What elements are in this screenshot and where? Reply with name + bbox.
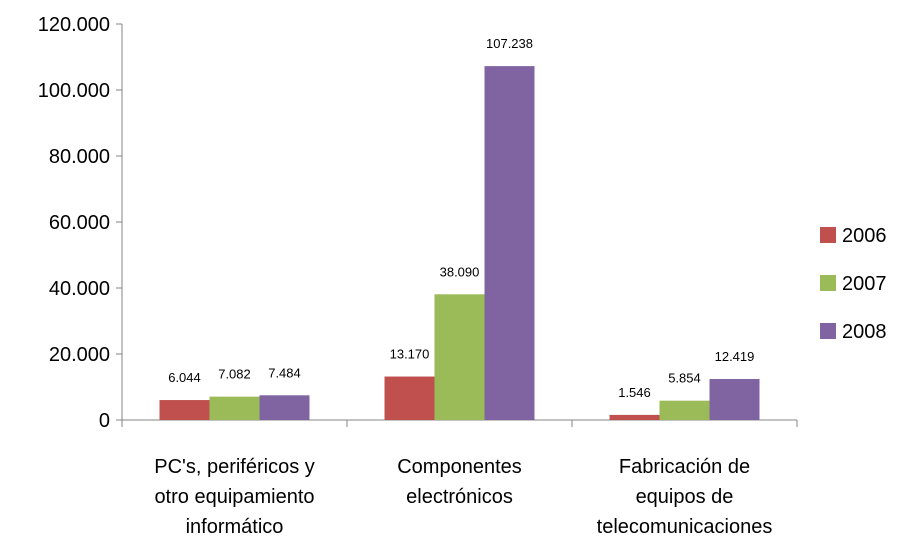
legend-label: 2007 bbox=[842, 273, 887, 295]
bar-2006 bbox=[609, 414, 660, 420]
bar-2008 bbox=[484, 66, 535, 421]
legend-label: 2006 bbox=[842, 225, 887, 247]
data-labels-layer: 6.044 7.082 7.484 13.170 38.090 107.238 1.546 5… bbox=[168, 36, 754, 400]
bars-layer bbox=[159, 66, 760, 421]
data-label: 6.044 bbox=[168, 370, 201, 385]
legend: 2006 2007 2008 bbox=[820, 225, 887, 343]
data-label: 107.238 bbox=[486, 36, 533, 51]
bar-2008 bbox=[709, 379, 760, 420]
x-tick-label: Fabricación de equipos de telecomunicacion… bbox=[597, 456, 773, 536]
legend-swatch bbox=[820, 323, 836, 339]
y-tick-label: 0 bbox=[99, 410, 110, 432]
bar-2008 bbox=[259, 395, 310, 420]
data-label: 1.546 bbox=[618, 385, 651, 400]
y-tick-label: 60.000 bbox=[49, 212, 110, 234]
bar-2007 bbox=[659, 400, 710, 420]
y-tick-label: 80.000 bbox=[49, 146, 110, 168]
bar-2007 bbox=[434, 294, 485, 420]
axes-layer: 0 20.000 40.000 60.000 80.000 100.000 120.000 P… bbox=[38, 14, 798, 538]
legend-swatch bbox=[820, 227, 836, 243]
y-tick-label: 40.000 bbox=[49, 278, 110, 300]
data-label: 5.854 bbox=[668, 371, 701, 386]
data-label: 7.082 bbox=[218, 367, 251, 382]
legend-label: 2008 bbox=[842, 321, 887, 343]
x-tick-label: Componentes electrónicos bbox=[397, 456, 522, 508]
bar-2006 bbox=[159, 400, 210, 420]
bar-2007 bbox=[209, 396, 260, 420]
bar-2006 bbox=[384, 376, 435, 420]
legend-swatch bbox=[820, 275, 836, 291]
data-label: 7.484 bbox=[268, 365, 301, 380]
data-label: 13.170 bbox=[390, 347, 430, 362]
data-label: 12.419 bbox=[715, 349, 755, 364]
y-tick-label: 100.000 bbox=[38, 80, 110, 102]
y-tick-label: 20.000 bbox=[49, 344, 110, 366]
y-tick-label: 120.000 bbox=[38, 14, 110, 36]
data-label: 38.090 bbox=[440, 264, 480, 279]
x-tick-label: PC's, periféricos y otro equipamiento info… bbox=[154, 456, 315, 536]
